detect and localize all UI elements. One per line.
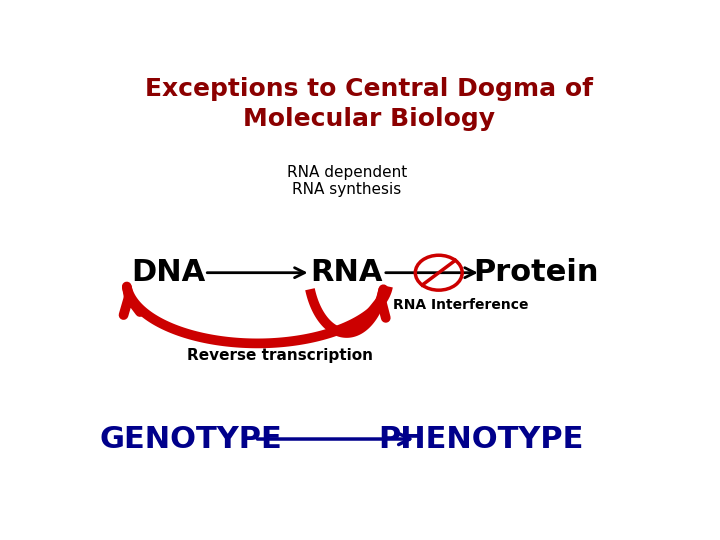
- Text: Protein: Protein: [474, 258, 599, 287]
- Text: Exceptions to Central Dogma of
Molecular Biology: Exceptions to Central Dogma of Molecular…: [145, 77, 593, 131]
- Text: DNA: DNA: [131, 258, 205, 287]
- Text: GENOTYPE: GENOTYPE: [99, 424, 282, 454]
- Text: RNA: RNA: [310, 258, 383, 287]
- Text: RNA dependent
RNA synthesis: RNA dependent RNA synthesis: [287, 165, 407, 198]
- Text: PHENOTYPE: PHENOTYPE: [378, 424, 583, 454]
- Text: Reverse transcription: Reverse transcription: [186, 348, 373, 362]
- Text: RNA Interference: RNA Interference: [393, 298, 528, 312]
